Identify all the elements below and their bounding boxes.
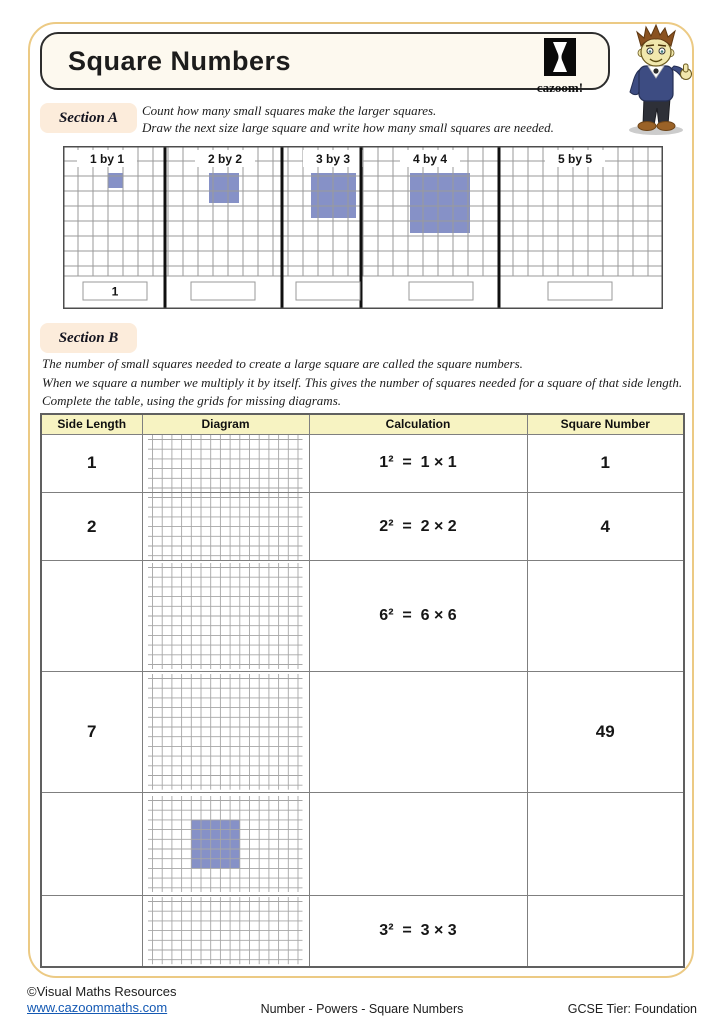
calculation-cell: 2² = 2 × 2 — [308, 491, 528, 562]
table-header-row: Side Length Diagram Calculation Square N… — [40, 413, 685, 435]
square-number-cell — [526, 560, 685, 673]
section-a-label: Section A — [40, 103, 137, 133]
calculation-cell — [308, 792, 528, 897]
square-number-cell: 49 — [526, 671, 685, 794]
svg-text:5 by 5: 5 by 5 — [558, 152, 592, 166]
side-length-cell — [40, 792, 143, 897]
svg-text:3 by 3: 3 by 3 — [316, 152, 350, 166]
cazoom-logo-icon — [544, 38, 576, 76]
square-number-cell — [526, 792, 685, 897]
diagram-cell — [141, 792, 310, 897]
header-diagram: Diagram — [141, 413, 310, 435]
svg-text:1 by 1: 1 by 1 — [90, 152, 124, 166]
section-a-instructions: Count how many small squares make the la… — [142, 102, 622, 136]
section-a-instruction-line2: Draw the next size large square and writ… — [142, 120, 554, 135]
side-length-cell — [40, 560, 143, 673]
footer-topic: Number - Powers - Square Numbers — [260, 1002, 464, 1016]
calculation-cell: 6² = 6 × 6 — [308, 560, 528, 673]
square-number-cell — [526, 895, 685, 968]
diagram-cell — [141, 895, 310, 968]
table-row — [40, 792, 685, 897]
svg-text:2 by 2: 2 by 2 — [208, 152, 242, 166]
diagram-cell — [141, 491, 310, 562]
calculation-cell: 1² = 1 × 1 — [308, 433, 528, 493]
side-length-cell: 1 — [40, 433, 143, 493]
section-a-instruction-line1: Count how many small squares make the la… — [142, 103, 437, 118]
table-row: 3² = 3 × 3 — [40, 895, 685, 968]
footer-copyright: ©Visual Maths Resources — [27, 984, 177, 999]
table-row: 2 2² = 2 × 2 4 — [40, 491, 685, 562]
calculation-cell: 3² = 3 × 3 — [308, 895, 528, 968]
square-numbers-table: Side Length Diagram Calculation Square N… — [40, 413, 685, 968]
header-square-number: Square Number — [526, 413, 685, 435]
section-a-grid: 1 by 1 2 by 2 3 by 3 4 by 4 5 by 5 1 — [63, 146, 663, 309]
diagram-cell — [141, 560, 310, 673]
square-number-cell: 1 — [526, 433, 685, 493]
section-b-intro2: When we square a number we multiply it b… — [42, 375, 683, 408]
table-row: 6² = 6 × 6 — [40, 560, 685, 673]
header-calculation: Calculation — [308, 413, 528, 435]
footer-website-link[interactable]: www.cazoommaths.com — [27, 1000, 168, 1015]
section-b-label: Section B — [40, 323, 137, 353]
page-title: Square Numbers — [68, 46, 292, 76]
side-length-cell: 2 — [40, 491, 143, 562]
table-row: 1 1² = 1 × 1 1 — [40, 433, 685, 493]
table-row: 7 49 — [40, 671, 685, 794]
mascot-illustration — [629, 24, 692, 135]
svg-text:4 by 4: 4 by 4 — [413, 152, 447, 166]
square-number-cell: 4 — [526, 491, 685, 562]
footer-tier: GCSE Tier: Foundation — [567, 1002, 697, 1016]
side-length-cell — [40, 895, 143, 968]
cazoom-logo-text: cazoom! — [536, 80, 584, 95]
side-length-cell: 7 — [40, 671, 143, 794]
diagram-cell — [141, 671, 310, 794]
section-b-intro1: The number of small squares needed to cr… — [42, 356, 523, 371]
diagram-cell — [141, 433, 310, 493]
calculation-cell — [308, 671, 528, 794]
header-side-length: Side Length — [40, 413, 143, 435]
title-box: Square Numbers cazoom! — [40, 32, 610, 95]
page-border-frame — [28, 22, 694, 978]
svg-text:1: 1 — [112, 285, 119, 299]
cazoom-logo: cazoom! — [528, 38, 592, 96]
